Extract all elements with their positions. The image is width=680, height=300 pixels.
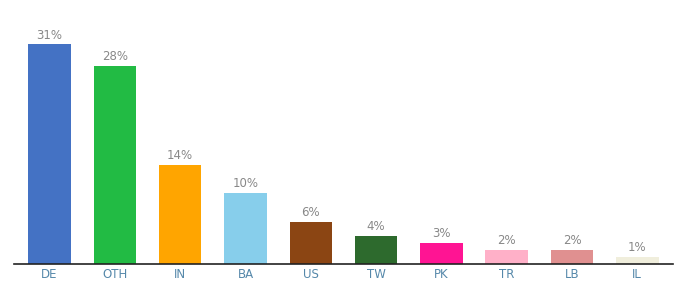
Bar [616,257,658,264]
Bar [486,250,528,264]
Bar [29,44,71,264]
Text: 28%: 28% [102,50,128,63]
Text: 31%: 31% [37,28,63,42]
Text: 6%: 6% [301,206,320,219]
Bar [290,221,332,264]
Text: 1%: 1% [628,241,647,254]
Bar [551,250,593,264]
Text: 4%: 4% [367,220,386,233]
Bar [94,66,136,264]
Bar [420,243,462,264]
Text: 3%: 3% [432,227,451,240]
Text: 10%: 10% [233,177,258,190]
Bar [224,193,267,264]
Bar [355,236,397,264]
Text: 14%: 14% [167,149,193,162]
Text: 2%: 2% [562,234,581,247]
Text: 2%: 2% [497,234,516,247]
Bar [159,165,201,264]
